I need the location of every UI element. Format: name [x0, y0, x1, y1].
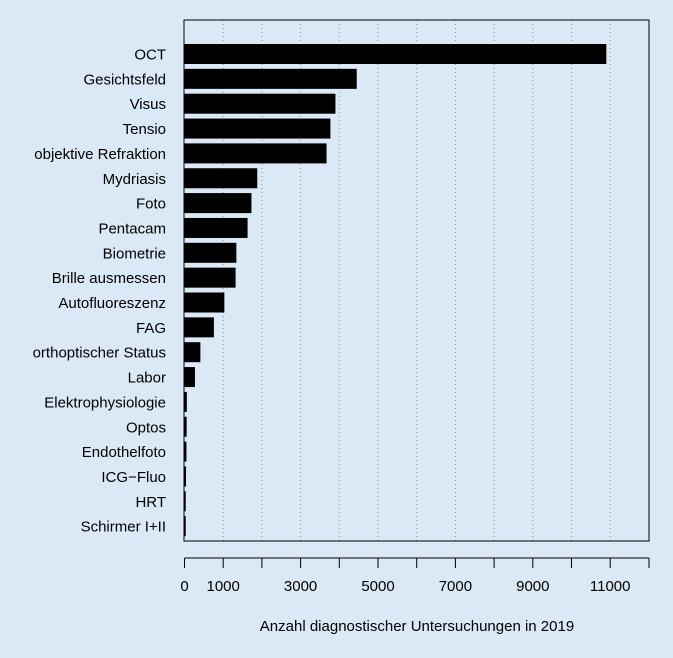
bar — [184, 168, 258, 189]
bar — [184, 193, 252, 214]
category-label: FAG — [136, 320, 166, 337]
x-tick-label: 5000 — [361, 578, 394, 595]
bar — [184, 391, 187, 412]
bar — [184, 242, 237, 263]
category-labels: OCT Gesichtsfeld Visus Tensio objektive Refr… — [33, 47, 166, 536]
x-tick-label: 9000 — [516, 578, 549, 595]
plot-frame — [183, 19, 650, 542]
category-label: Brille ausmessen — [52, 270, 166, 287]
bar — [184, 44, 607, 64]
x-tick-label: 11000 — [590, 578, 631, 595]
category-label: Biometrie — [103, 245, 166, 262]
bar — [184, 416, 187, 437]
bar — [184, 118, 331, 139]
bar — [184, 143, 327, 164]
x-tick-label: 0 — [180, 578, 188, 595]
category-label: Endothelfoto — [82, 444, 166, 461]
category-label: HRT — [135, 494, 166, 511]
category-label: Foto — [136, 196, 166, 213]
category-label: Elektrophysiologie — [44, 394, 166, 411]
bar — [184, 441, 187, 462]
bar — [184, 516, 186, 537]
bar — [184, 466, 187, 487]
category-label: Mydriasis — [103, 171, 166, 188]
category-label: Labor — [128, 370, 166, 387]
bar — [184, 217, 248, 238]
bar — [184, 317, 214, 338]
category-label: Visus — [130, 96, 166, 113]
bar — [184, 267, 236, 288]
category-label: OCT — [134, 47, 166, 64]
x-axis-label: Anzahl diagnostischer Untersuchungen in … — [260, 618, 574, 635]
category-label: Optos — [126, 419, 166, 436]
category-label: Autofluoreszenz — [58, 295, 166, 312]
category-label: Tensio — [123, 121, 166, 138]
bar — [184, 367, 195, 388]
category-label: Schirmer I+II — [81, 519, 166, 536]
bar — [184, 491, 186, 512]
category-label: Pentacam — [98, 220, 166, 237]
bar — [184, 292, 225, 313]
category-label: Gesichtsfeld — [83, 71, 166, 88]
category-label: orthoptischer Status — [33, 345, 166, 362]
x-tick-label: 7000 — [439, 578, 472, 595]
x-axis: 0 1000 3000 5000 7000 9000 11000 — [180, 557, 650, 595]
category-label: objektive Refraktion — [34, 146, 166, 163]
bars — [184, 44, 607, 537]
bar — [184, 93, 336, 114]
bar — [184, 342, 201, 363]
bar — [184, 68, 357, 89]
x-tick-label: 3000 — [284, 578, 317, 595]
x-tick-label: 1000 — [207, 578, 240, 595]
category-label: ICG−Fluo — [101, 469, 166, 486]
